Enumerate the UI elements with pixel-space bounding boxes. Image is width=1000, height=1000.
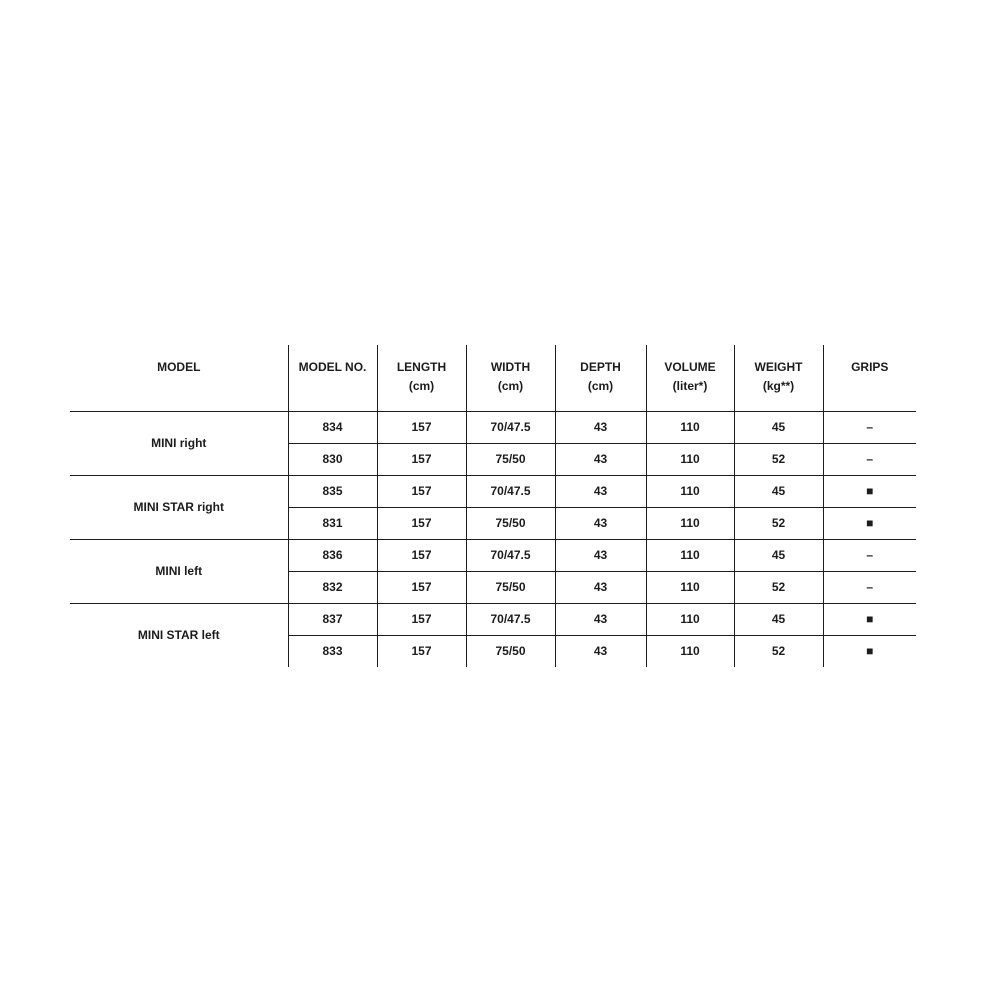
- model-no-cell: 834: [287, 411, 377, 444]
- volume-cell: 110: [645, 443, 734, 476]
- width-cell: 70/47.5: [465, 603, 555, 636]
- volume-cell: 110: [645, 539, 734, 572]
- table-row: MINI STAR left 837 157 70/47.5 43 110 45…: [70, 603, 916, 642]
- volume-cell: 110: [645, 411, 734, 444]
- length-cell: 157: [376, 571, 466, 604]
- grips-cell: –: [822, 571, 916, 604]
- grips-cell: ■: [822, 475, 916, 508]
- model-no-cell: 832: [287, 571, 377, 604]
- model-no-cell: 837: [287, 603, 377, 636]
- width-cell: 75/50: [465, 571, 555, 604]
- grips-cell: ■: [822, 635, 916, 667]
- volume-cell: 110: [645, 475, 734, 508]
- column-header-weight: WEIGHT (kg**): [733, 345, 823, 412]
- model-no-cell: 835: [287, 475, 377, 508]
- volume-cell: 110: [645, 603, 734, 636]
- column-header-model-no: MODEL NO.: [287, 345, 377, 412]
- length-cell: 157: [376, 475, 466, 508]
- depth-cell: 43: [554, 443, 646, 476]
- weight-cell: 45: [733, 539, 823, 572]
- header-row: MODEL MODEL NO. LENGTH (cm) WIDTH (cm) D…: [70, 345, 916, 412]
- column-header-sublabel: (cm): [497, 379, 524, 393]
- model-name-cell: MINI STAR left: [137, 628, 220, 643]
- column-header-label: MODEL: [157, 360, 201, 374]
- table-row: MINI left 836 157 70/47.5 43 110 45 –: [70, 539, 916, 604]
- depth-cell: 43: [554, 571, 646, 604]
- column-header-label: DEPTH: [580, 360, 621, 374]
- width-cell: 75/50: [465, 443, 555, 476]
- column-header-volume: VOLUME (liter*): [645, 345, 734, 412]
- weight-cell: 52: [733, 571, 823, 604]
- column-header-label: VOLUME: [664, 360, 716, 374]
- column-header-sublabel: (liter*): [672, 379, 708, 393]
- column-header-label: GRIPS: [851, 360, 889, 374]
- width-cell: 70/47.5: [465, 411, 555, 444]
- depth-cell: 43: [554, 635, 646, 667]
- width-cell: 70/47.5: [465, 475, 555, 508]
- column-header-model: MODEL: [70, 345, 288, 412]
- grips-cell: –: [822, 443, 916, 476]
- weight-cell: 52: [733, 443, 823, 476]
- grips-cell: –: [822, 539, 916, 572]
- volume-cell: 110: [645, 635, 734, 667]
- model-name-cell: MINI left: [70, 539, 288, 604]
- table-row: MINI STAR right 835 157 70/47.5 43 110 4…: [70, 475, 916, 540]
- weight-cell: 45: [733, 603, 823, 636]
- length-cell: 157: [376, 507, 466, 540]
- weight-cell: 45: [733, 411, 823, 444]
- depth-cell: 43: [554, 507, 646, 540]
- model-no-cell: 833: [287, 635, 377, 667]
- grips-cell: ■: [822, 603, 916, 636]
- volume-cell: 110: [645, 507, 734, 540]
- table-row: 832 157 75/50 43 110 52 –: [70, 571, 916, 604]
- width-cell: 75/50: [465, 635, 555, 667]
- column-header-grips: GRIPS: [822, 345, 916, 412]
- model-name-cell: MINI right: [70, 411, 288, 476]
- column-header-label: WEIGHT: [754, 360, 803, 374]
- model-no-cell: 830: [287, 443, 377, 476]
- table-row: 833 157 75/50 43 110 52 ■: [70, 635, 916, 667]
- column-header-label: LENGTH: [396, 360, 447, 374]
- length-cell: 157: [376, 443, 466, 476]
- length-cell: 157: [376, 411, 466, 444]
- depth-cell: 43: [554, 411, 646, 444]
- length-cell: 157: [376, 603, 466, 636]
- table-row: 831 157 75/50 43 110 52 ■: [70, 507, 916, 540]
- width-cell: 75/50: [465, 507, 555, 540]
- column-header-sublabel: (cm): [587, 379, 614, 393]
- column-header-label: WIDTH: [490, 360, 531, 374]
- weight-cell: 45: [733, 475, 823, 508]
- model-no-cell: 831: [287, 507, 377, 540]
- length-cell: 157: [376, 539, 466, 572]
- column-header-sublabel: (cm): [408, 379, 435, 393]
- column-header-length: LENGTH (cm): [376, 345, 466, 412]
- column-header-depth: DEPTH (cm): [554, 345, 646, 412]
- grips-cell: ■: [822, 507, 916, 540]
- length-cell: 157: [376, 635, 466, 667]
- table-row: MINI right 834 157 70/47.5 43 110 45 –: [70, 411, 916, 476]
- model-name-cell: MINI STAR right: [70, 475, 288, 540]
- column-header-label: MODEL NO.: [298, 360, 367, 374]
- column-header-sublabel: (kg**): [762, 379, 795, 393]
- column-header-width: WIDTH (cm): [465, 345, 555, 412]
- model-no-cell: 836: [287, 539, 377, 572]
- product-spec-table: MODEL MODEL NO. LENGTH (cm) WIDTH (cm) D…: [70, 345, 916, 667]
- weight-cell: 52: [733, 635, 823, 667]
- depth-cell: 43: [554, 539, 646, 572]
- width-cell: 70/47.5: [465, 539, 555, 572]
- volume-cell: 110: [645, 571, 734, 604]
- grips-cell: –: [822, 411, 916, 444]
- weight-cell: 52: [733, 507, 823, 540]
- table-row: 830 157 75/50 43 110 52 –: [70, 443, 916, 476]
- depth-cell: 43: [554, 603, 646, 636]
- depth-cell: 43: [554, 475, 646, 508]
